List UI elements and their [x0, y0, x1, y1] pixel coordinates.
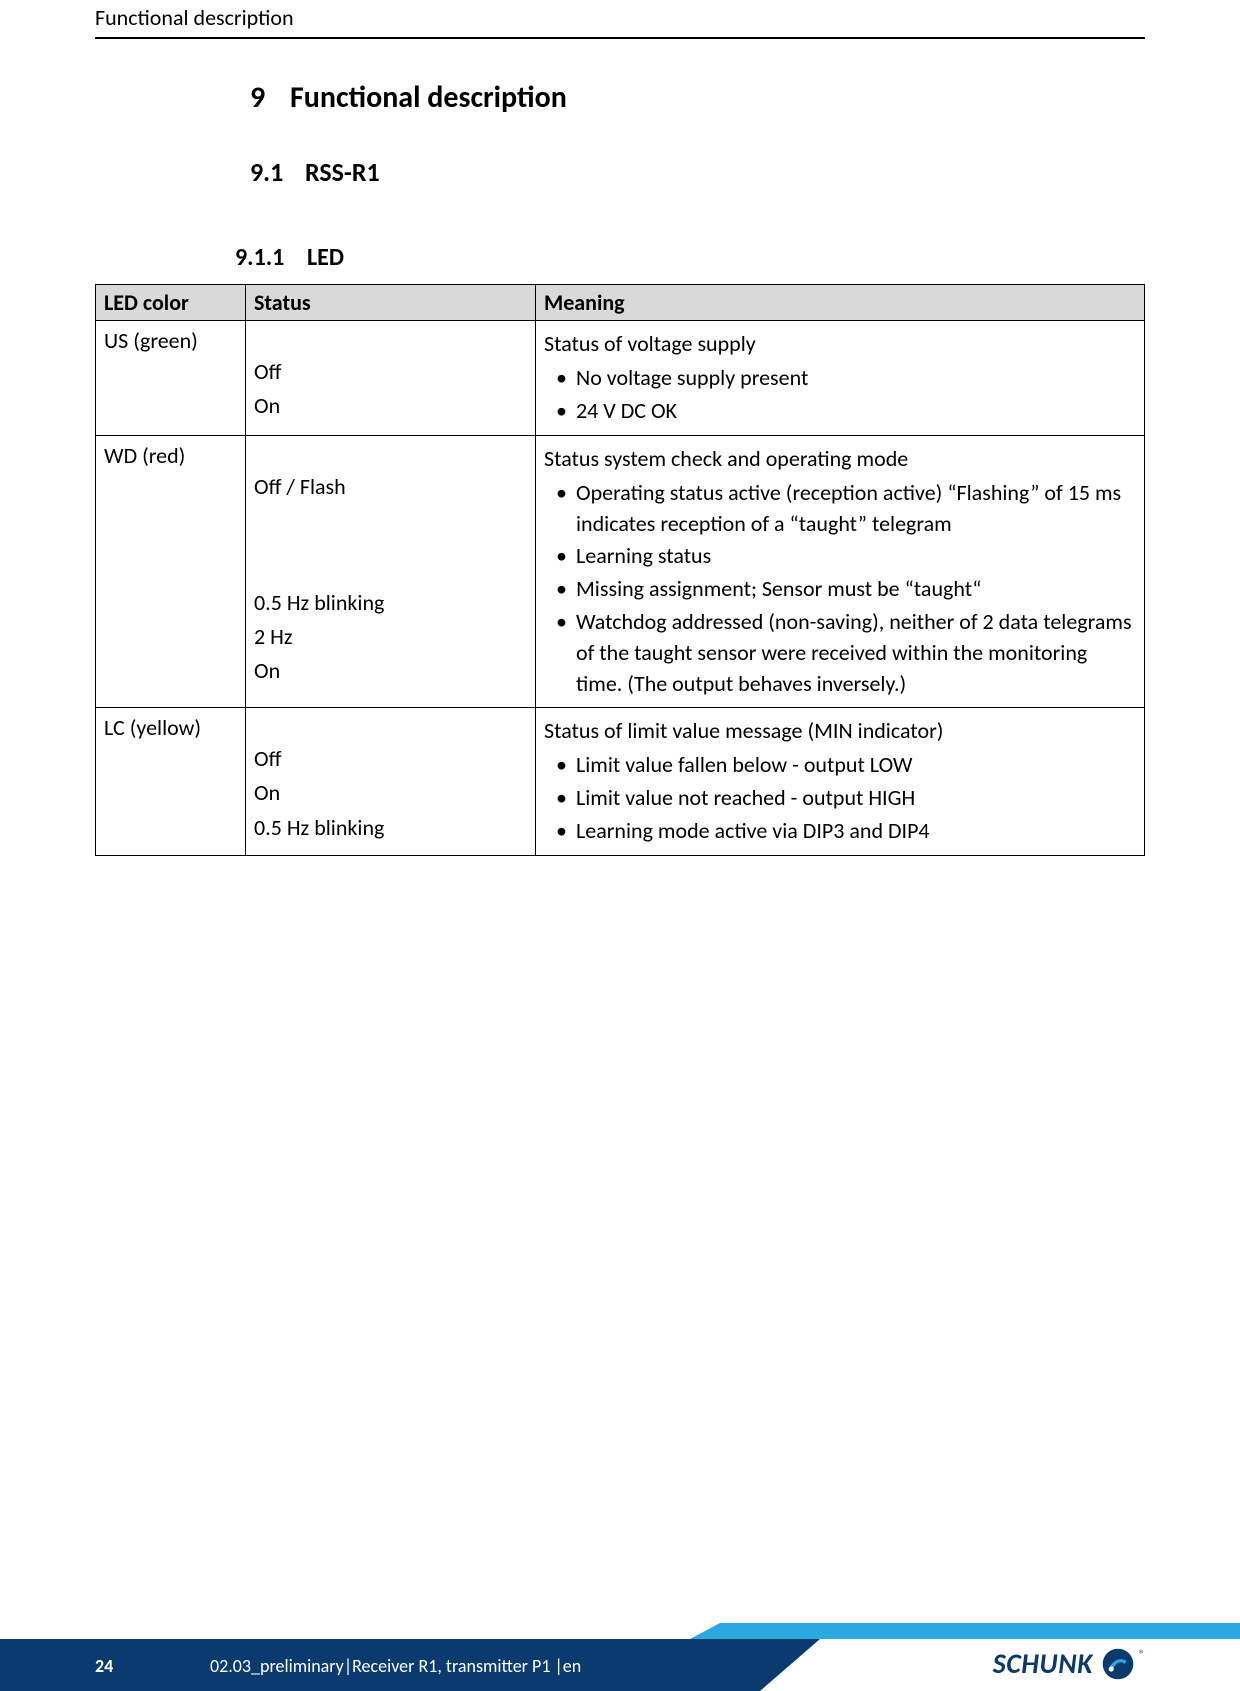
- cell-status: OffOn0.5 Hz blinking: [246, 708, 536, 855]
- meaning-item: Limit value not reached - output HIGH: [544, 783, 1136, 814]
- cell-meaning: Status of limit value message (MIN indic…: [536, 708, 1145, 855]
- cell-led-color: WD (red): [96, 435, 246, 708]
- status-value: 2 Hz: [254, 620, 527, 654]
- cell-led-color: LC (yellow): [96, 708, 246, 855]
- cell-meaning: Status of voltage supplyNo voltage suppl…: [536, 321, 1145, 436]
- meaning-item: Watchdog addressed (non-saving), neither…: [544, 607, 1136, 699]
- page-number: 24: [95, 1655, 113, 1677]
- logo-text: SCHUNK: [993, 1646, 1093, 1681]
- footer-accent-light: [720, 1623, 1240, 1639]
- table-row: WD (red)Off / Flash 0.5 Hz blinking2 HzOn…: [96, 435, 1145, 708]
- meaning-item: No voltage supply present: [544, 363, 1136, 394]
- meaning-item: Operating status active (reception activ…: [544, 478, 1136, 540]
- cell-meaning: Status system check and operating modeOp…: [536, 435, 1145, 708]
- status-value: On: [254, 389, 527, 423]
- status-value: 0.5 Hz blinking: [254, 811, 527, 845]
- page-footer: 24 02.03_preliminary|Receiver R1, transm…: [0, 1611, 1240, 1691]
- status-value: On: [254, 654, 527, 688]
- heading-2-text: RSS-R1: [305, 156, 380, 188]
- table-header-row: LED color Status Meaning: [96, 285, 1145, 321]
- running-header: Functional description: [95, 4, 1145, 39]
- led-table: LED color Status Meaning US (green)OffOn…: [95, 284, 1145, 856]
- meaning-list: Limit value fallen below - output LOWLim…: [544, 750, 1136, 846]
- heading-1-text: Functional description: [290, 79, 567, 116]
- heading-2: 9.1 RSS-R1: [250, 156, 1145, 188]
- table-row: US (green)OffOnStatus of voltage supplyN…: [96, 321, 1145, 436]
- logo-registered: ®: [1139, 1648, 1145, 1662]
- heading-3: 9.1.1 LED: [235, 243, 1145, 272]
- table-header-led: LED color: [96, 285, 246, 321]
- status-value: Off: [254, 355, 527, 389]
- meaning-item: Missing assignment; Sensor must be “taug…: [544, 574, 1136, 605]
- heading-3-text: LED: [307, 243, 344, 272]
- status-value: On: [254, 776, 527, 810]
- footer-text: 02.03_preliminary|Receiver R1, transmitt…: [210, 1655, 581, 1677]
- heading-1-number: 9: [250, 79, 280, 116]
- meaning-item: Limit value fallen below - output LOW: [544, 750, 1136, 781]
- footer-accent-diagonal: [690, 1623, 720, 1639]
- cell-led-color: US (green): [96, 321, 246, 436]
- status-value: Off: [254, 742, 527, 776]
- heading-2-number: 9.1: [250, 156, 305, 188]
- cell-status: Off / Flash 0.5 Hz blinking2 HzOn: [246, 435, 536, 708]
- meaning-item: Learning mode active via DIP3 and DIP4: [544, 816, 1136, 847]
- heading-1: 9 Functional description: [250, 79, 1145, 116]
- status-value: Off / Flash: [254, 470, 527, 504]
- meaning-heading: Status of voltage supply: [544, 327, 1136, 361]
- footer-white-diagonal: [760, 1639, 820, 1691]
- brand-logo: SCHUNK ®: [993, 1646, 1145, 1681]
- meaning-heading: Status of limit value message (MIN indic…: [544, 714, 1136, 748]
- logo-icon: [1101, 1647, 1135, 1681]
- table-row: LC (yellow)OffOn0.5 Hz blinkingStatus of…: [96, 708, 1145, 855]
- meaning-list: No voltage supply present24 V DC OK: [544, 363, 1136, 427]
- status-value: 0.5 Hz blinking: [254, 586, 527, 620]
- meaning-item: 24 V DC OK: [544, 396, 1136, 427]
- cell-status: OffOn: [246, 321, 536, 436]
- meaning-heading: Status system check and operating mode: [544, 442, 1136, 476]
- meaning-item: Learning status: [544, 541, 1136, 572]
- table-header-meaning: Meaning: [536, 285, 1145, 321]
- meaning-list: Operating status active (reception activ…: [544, 478, 1136, 700]
- heading-3-number: 9.1.1: [235, 243, 307, 272]
- table-header-status: Status: [246, 285, 536, 321]
